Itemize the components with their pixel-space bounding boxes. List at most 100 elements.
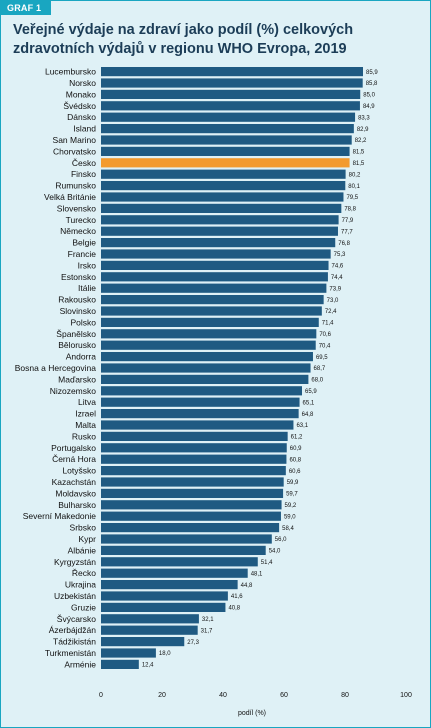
bar [101,625,198,635]
category-label: Tádžikistán [53,637,96,647]
category-label: Dánsko [67,112,96,122]
value-label: 48,1 [251,571,263,577]
category-label: Velká Británie [44,192,96,202]
value-label: 65,1 [303,400,315,406]
value-label: 60,9 [290,446,302,452]
category-label: Andorra [66,352,97,362]
category-label: Španělsko [56,329,96,339]
category-label: San Marino [53,135,97,145]
bars-group: Lucembursko 85,9 Norsko 85,8 Monako 85,0 Švéds… [15,67,379,670]
category-label: Francie [68,249,97,259]
value-label: 74,4 [331,275,343,281]
category-label: Řecko [72,568,96,578]
value-label: 12,4 [142,663,154,669]
category-label: Severní Makedonie [23,511,97,521]
x-axis: 0 20 40 60 80 100 [99,692,412,699]
bar [101,523,280,533]
value-label: 74,6 [332,264,344,270]
value-label: 51,4 [261,560,273,566]
category-label: Rakousko [58,295,96,305]
x-tick-label: 80 [341,692,349,699]
bar [101,295,324,305]
bar [101,112,356,122]
bar [101,659,139,669]
value-label: 70,6 [319,332,331,338]
bar [101,203,342,213]
x-axis-title: podíl (%) [238,710,266,717]
bar [101,340,316,350]
x-tick-label: 0 [99,692,103,699]
value-label: 85,0 [363,93,375,99]
value-label: 76,8 [338,241,350,247]
value-label: 64,8 [302,412,314,418]
bar-highlighted [101,158,350,168]
value-label: 68,7 [314,366,326,372]
value-label: 60,8 [289,457,301,463]
bar [101,431,288,441]
bar [101,397,300,407]
value-label: 80,1 [348,184,360,190]
bar [101,374,309,384]
value-label: 41,6 [231,594,243,600]
x-tick-label: 100 [400,692,412,699]
category-label: Bělorusko [58,340,96,350]
category-label: Kyrgyzstán [54,557,96,567]
bar [101,534,272,544]
category-label: Turkmenistán [45,648,96,658]
bar [101,238,336,248]
bar [101,545,266,555]
value-label: 71,4 [322,321,334,327]
category-label: Irsko [78,260,97,270]
value-label: 78,8 [344,207,356,213]
bar [101,192,344,202]
category-label: Belgie [72,238,96,248]
bar [101,637,185,647]
value-label: 81,5 [353,150,365,156]
category-label: Chorvatsko [53,146,96,156]
category-label: Švédsko [63,101,96,111]
category-label: Maďarsko [58,374,96,384]
bar [101,135,352,145]
value-label: 68,0 [311,378,323,384]
category-label: Lotyšsko [62,466,96,476]
category-label: Kazachstán [52,477,97,487]
category-label: Nizozemsko [50,386,97,396]
category-label: Německo [60,226,96,236]
bar [101,500,282,510]
value-label: 84,9 [363,104,375,110]
bar [101,352,313,362]
category-label: Izrael [75,409,96,419]
category-label: Albánie [68,545,97,555]
value-label: 54,0 [269,549,281,555]
value-label: 75,3 [334,252,346,258]
bar [101,317,319,327]
value-label: 44,8 [241,583,253,589]
bar [101,146,350,156]
value-label: 60,6 [289,469,301,475]
value-label: 56,0 [275,537,287,543]
value-label: 31,7 [201,628,213,634]
bar [101,363,311,373]
x-tick-label: 40 [219,692,227,699]
category-label: Turecko [66,215,97,225]
bar [101,454,287,464]
bar [101,443,287,453]
bar [101,169,346,179]
category-label: Itálie [78,283,96,293]
category-label: Litva [78,397,96,407]
bar [101,409,299,419]
bar [101,78,363,88]
value-label: 79,5 [346,195,358,201]
category-label: Monako [66,89,97,99]
value-label: 18,0 [159,651,171,657]
bar [101,466,286,476]
category-label: Rumunsko [55,181,96,191]
category-label: Gruzie [71,602,96,612]
bar [101,602,226,612]
category-label: Švýcarsko [57,614,96,624]
value-label: 82,9 [357,127,369,133]
category-label: Česko [72,158,96,168]
value-label: 80,2 [349,172,361,178]
figure-badge: GRAF 1 [1,1,52,15]
value-label: 82,2 [355,138,367,144]
